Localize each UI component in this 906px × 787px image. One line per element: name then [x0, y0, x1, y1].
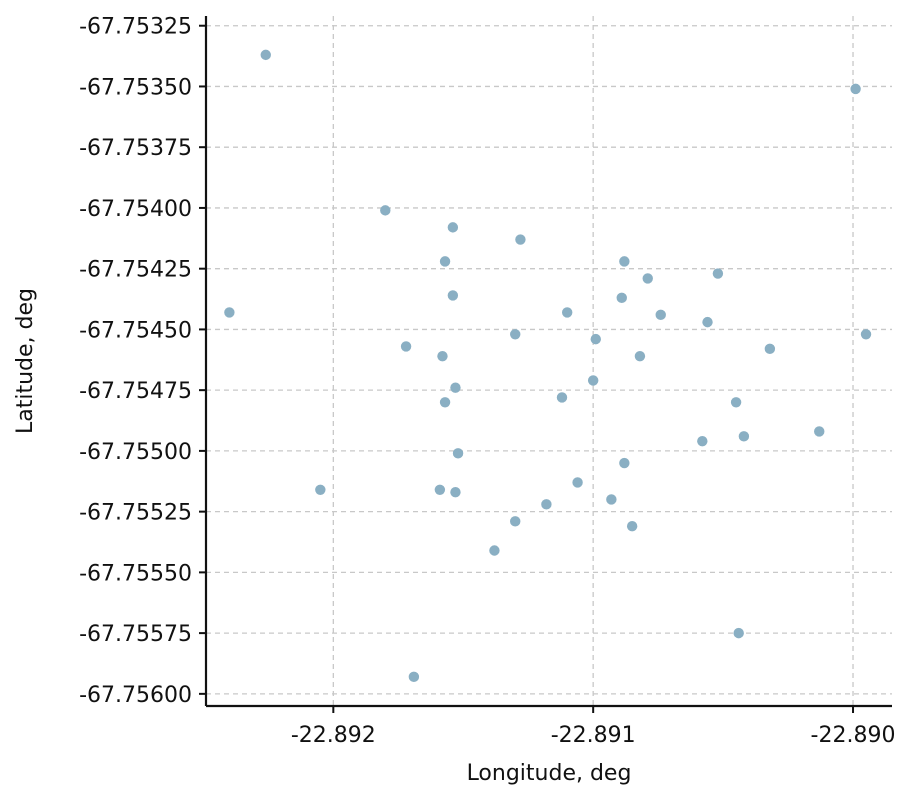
x-axis-ticks: -22.892 -22.891 -22.890	[291, 706, 896, 748]
data-point	[850, 83, 861, 95]
x-tick-label: -22.891	[551, 723, 636, 748]
y-tick-label: -67.75325	[79, 15, 192, 40]
data-point	[515, 234, 526, 245]
y-tick-label: -67.75600	[79, 683, 192, 708]
data-point	[702, 316, 713, 328]
data-point	[408, 671, 420, 683]
data-point	[447, 222, 459, 233]
data-point	[224, 307, 235, 318]
data-point	[606, 494, 617, 505]
data-point	[510, 329, 521, 340]
data-point	[450, 486, 461, 498]
data-point	[587, 375, 599, 386]
y-axis-ticks: -67.75325 -67.75350 -67.75375 -67.75400 -67.…	[79, 15, 206, 708]
data-point	[860, 329, 872, 340]
y-tick-label: -67.75350	[79, 75, 192, 100]
x-tick-label: -22.890	[811, 723, 896, 748]
data-point	[561, 307, 573, 318]
data-point	[616, 292, 627, 304]
data-point	[489, 545, 500, 556]
data-point	[712, 268, 724, 279]
data-point	[590, 333, 601, 345]
axes	[204, 16, 892, 708]
data-point	[626, 521, 638, 532]
y-tick-label: -67.75525	[79, 501, 192, 526]
data-point	[437, 350, 448, 362]
y-tick-label: -67.75375	[79, 136, 192, 161]
y-tick-label: -67.75475	[79, 379, 192, 404]
data-point	[814, 426, 825, 437]
data-point	[510, 516, 521, 527]
data-point	[452, 448, 464, 459]
data-point	[655, 309, 666, 321]
data-point	[439, 256, 451, 267]
data-point	[738, 431, 750, 442]
data-point	[619, 457, 630, 469]
data-point	[434, 484, 446, 495]
y-tick-label: -67.75500	[79, 440, 192, 465]
data-point	[730, 397, 742, 408]
data-point	[260, 49, 271, 61]
data-point	[447, 290, 459, 301]
data-point	[697, 435, 708, 447]
data-point	[733, 627, 744, 639]
data-point	[439, 397, 451, 408]
y-tick-label: -67.75575	[79, 622, 192, 647]
data-point	[556, 392, 568, 403]
y-tick-label: -67.75550	[79, 561, 192, 586]
data-point	[642, 273, 653, 284]
data-points	[224, 49, 872, 683]
data-point	[400, 341, 412, 352]
y-tick-label: -67.75400	[79, 197, 192, 222]
data-point	[450, 382, 461, 393]
data-point	[380, 205, 391, 216]
data-point	[315, 484, 326, 495]
y-axis-label: Latitude, deg	[13, 288, 38, 434]
data-point	[541, 499, 552, 510]
y-tick-label: -67.75425	[79, 258, 192, 283]
grid-lines	[206, 16, 892, 706]
y-tick-label: -67.75450	[79, 318, 192, 343]
x-tick-label: -22.892	[291, 723, 376, 748]
x-axis-label: Longitude, deg	[467, 761, 632, 786]
data-point	[764, 343, 776, 355]
data-point	[619, 256, 630, 267]
data-point	[572, 477, 583, 488]
data-point	[634, 350, 646, 362]
